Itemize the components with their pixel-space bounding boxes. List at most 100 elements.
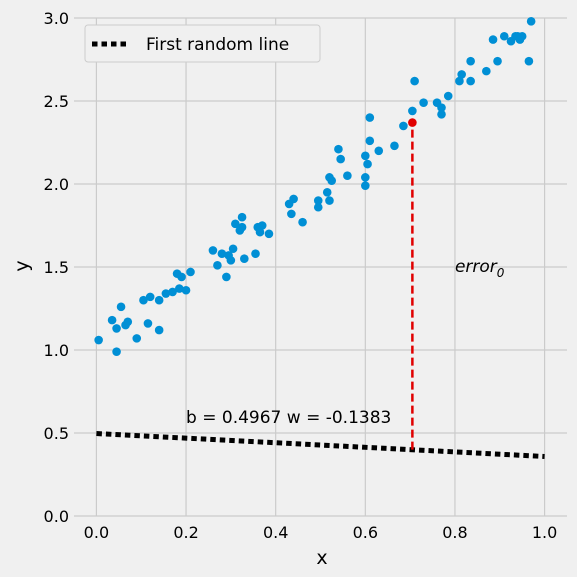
scatter-point (336, 154, 345, 164)
legend: First random line (84, 24, 321, 63)
scatter-point (107, 315, 117, 325)
scatter-point (466, 76, 475, 86)
y-tick-label: 0.0 (44, 507, 69, 526)
scatter-point (455, 76, 464, 86)
x-tick-label: 0.8 (442, 523, 467, 542)
scatter-point (524, 56, 534, 66)
y-tick-label: 2.5 (44, 92, 69, 111)
scatter-point (175, 284, 184, 293)
scatter-point (251, 249, 260, 259)
x-tick-label: 0.2 (173, 523, 198, 542)
scatter-point (443, 91, 453, 101)
scatter-point (482, 66, 491, 76)
scatter-point (116, 302, 126, 312)
scatter-point (161, 289, 171, 298)
scatter-point (361, 181, 370, 190)
y-tick-label: 1.5 (44, 258, 69, 277)
scatter-point (517, 31, 527, 41)
scatter-point (322, 188, 332, 197)
scatter-point (139, 295, 148, 305)
scatter-point (327, 176, 337, 185)
scatter-point (94, 335, 103, 345)
scatter-point (361, 151, 370, 161)
scatter-point (154, 295, 164, 305)
scatter-point (374, 146, 384, 156)
params-annotation: b = 0.4967 w = -0.1383 (186, 408, 391, 428)
legend-entry-label: First random line (146, 35, 289, 55)
x-axis-label: x (316, 547, 327, 569)
scatter-point (313, 202, 323, 212)
scatter-point (363, 159, 372, 169)
scatter-point (237, 222, 247, 232)
scatter-point (287, 209, 296, 219)
y-tick-label: 1.0 (44, 341, 69, 360)
highlighted-point (408, 118, 417, 127)
scatter-point (365, 136, 375, 146)
y-tick-label: 3.0 (44, 9, 69, 28)
scatter-point (408, 106, 417, 116)
scatter-point (112, 347, 121, 356)
y-tick-label: 2.0 (44, 175, 69, 194)
scatter-points (94, 17, 536, 356)
error-annotation: error0 (455, 257, 505, 280)
scatter-point (255, 227, 265, 237)
scatter-point (168, 287, 177, 297)
x-tick-label: 0.6 (353, 523, 378, 542)
regression-line-layer (96, 431, 545, 460)
scatter-point (493, 56, 502, 66)
scatter-point (399, 121, 408, 131)
y-tick-labels: 0.0 0.5 1.0 1.5 2.0 2.5 3.0 (44, 9, 69, 526)
x-tick-label: 1.0 (532, 523, 557, 542)
scatter-point (240, 254, 249, 263)
scatter-point (132, 334, 142, 343)
scatter-point (228, 244, 238, 254)
y-tick-label: 0.5 (44, 424, 69, 443)
scatter-point (154, 325, 164, 335)
scatter-point (499, 31, 509, 41)
scatter-point (181, 285, 191, 295)
scatter-point (145, 292, 155, 302)
scatter-point (313, 196, 323, 205)
scatter-point (361, 173, 370, 182)
scatter-point (390, 141, 399, 151)
scatter-point (186, 267, 195, 277)
scatter-point (237, 212, 247, 222)
scatter-point (343, 171, 352, 180)
grid (74, 17, 567, 517)
x-tick-labels: 0.0 0.2 0.4 0.6 0.8 1.0 (84, 523, 558, 542)
scatter-point (177, 272, 186, 282)
x-tick-label: 0.4 (263, 523, 288, 542)
scatter-point (457, 70, 466, 79)
scatter-point (334, 144, 343, 154)
scatter-point (112, 324, 121, 333)
first-random-line (96, 431, 545, 460)
legend-box (84, 24, 321, 63)
y-axis-label: y (11, 260, 33, 271)
scatter-point (231, 219, 240, 229)
error-layer (408, 118, 417, 450)
scatter-point (419, 98, 428, 107)
error-annotation-subscript: 0 (497, 266, 505, 280)
scatter-point (123, 317, 133, 327)
scatter-point (410, 76, 419, 86)
scatter-point (217, 249, 227, 259)
scatter-point (226, 256, 236, 265)
scatter-point (289, 194, 298, 204)
scatter-point (437, 103, 446, 112)
scatter-point (264, 229, 274, 239)
scatter-point (143, 319, 153, 328)
x-tick-label: 0.0 (84, 523, 109, 542)
scatter-point (298, 217, 307, 227)
error-annotation-base: error (455, 257, 498, 277)
scatter-point (365, 113, 375, 122)
scatter-point (437, 109, 446, 119)
scatter-point (526, 17, 536, 26)
scatter-point (257, 221, 267, 230)
scatter-point (325, 196, 334, 205)
scatter-point (488, 35, 498, 44)
scatter-point (466, 56, 475, 66)
scatter-point (208, 246, 218, 255)
scatter-point (213, 261, 222, 270)
